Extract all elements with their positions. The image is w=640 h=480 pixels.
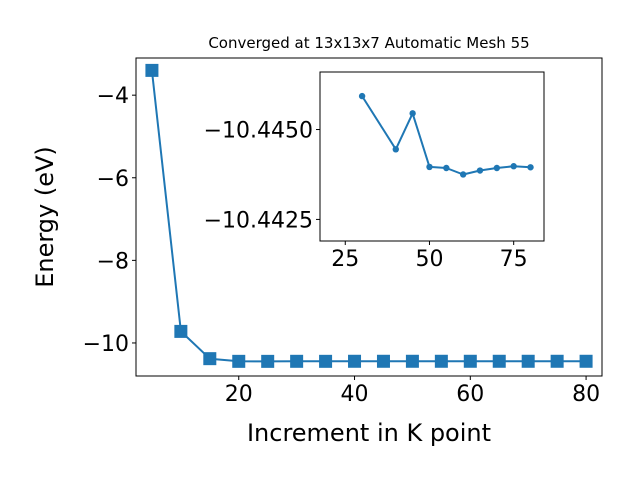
inset-x-tick-label: 25 xyxy=(331,247,359,272)
inset-marker xyxy=(510,163,517,170)
main-x-tick-label: 40 xyxy=(341,382,369,407)
main-marker xyxy=(492,354,506,368)
main-marker xyxy=(261,354,275,368)
main-x-tick-label: 60 xyxy=(456,382,484,407)
inset-marker xyxy=(409,110,416,117)
inset-x-ticks: 25 50 75 xyxy=(331,241,528,272)
chart-title: Converged at 13x13x7 Automatic Mesh 55 xyxy=(208,34,529,52)
main-marker xyxy=(579,354,593,368)
main-axes-frame xyxy=(135,57,603,377)
inset-marker xyxy=(443,164,450,172)
main-marker xyxy=(203,352,217,366)
main-x-tick-label: 20 xyxy=(225,382,253,407)
inset-marker xyxy=(392,146,399,153)
main-y-tick-label: −8 xyxy=(97,249,129,274)
inset-marker xyxy=(426,163,433,171)
main-marker xyxy=(550,354,564,368)
inset-axes-frame xyxy=(319,71,545,242)
main-marker xyxy=(348,354,362,368)
inset-x-tick-label: 50 xyxy=(415,247,443,272)
inset-marker xyxy=(459,171,467,178)
main-y-tick-label: −10 xyxy=(83,332,129,357)
inset-y-tick-label: −10.4450 xyxy=(204,119,313,144)
inset-plot: 25 50 75 −10.4450 −10.4425 xyxy=(204,71,545,272)
main-y-ticks: −10 −8 −6 −4 xyxy=(83,84,136,357)
inset-x-tick-label: 75 xyxy=(500,247,528,272)
main-x-tick-label: 80 xyxy=(572,382,600,407)
inset-line xyxy=(361,95,531,176)
main-marker xyxy=(463,354,477,368)
main-marker xyxy=(290,354,304,368)
main-x-ticks: 20 40 60 80 xyxy=(225,376,600,407)
inset-background xyxy=(320,72,544,241)
inset-marker xyxy=(527,164,534,171)
main-plot: 20 40 60 80 −10 −8 −6 −4 xyxy=(83,57,603,407)
main-series xyxy=(145,63,593,368)
y-axis-label: Energy (eV) xyxy=(31,146,59,288)
main-marker xyxy=(319,354,333,368)
inset-y-tick-label: −10.4425 xyxy=(204,208,313,233)
main-marker xyxy=(521,354,535,368)
main-marker xyxy=(376,354,390,368)
main-marker xyxy=(232,354,246,368)
main-y-tick-label: −4 xyxy=(97,84,129,109)
x-axis-label: Increment in K point xyxy=(247,419,491,447)
main-marker xyxy=(405,354,419,368)
main-y-tick-label: −6 xyxy=(97,167,129,192)
main-marker xyxy=(434,354,448,368)
inset-marker xyxy=(358,92,366,100)
inset-series xyxy=(358,92,534,178)
main-marker xyxy=(145,63,159,77)
inset-marker xyxy=(476,167,484,174)
main-line xyxy=(150,70,587,363)
inset-y-ticks: −10.4450 −10.4425 xyxy=(204,119,320,233)
main-marker xyxy=(174,324,188,338)
inset-marker xyxy=(493,164,501,172)
